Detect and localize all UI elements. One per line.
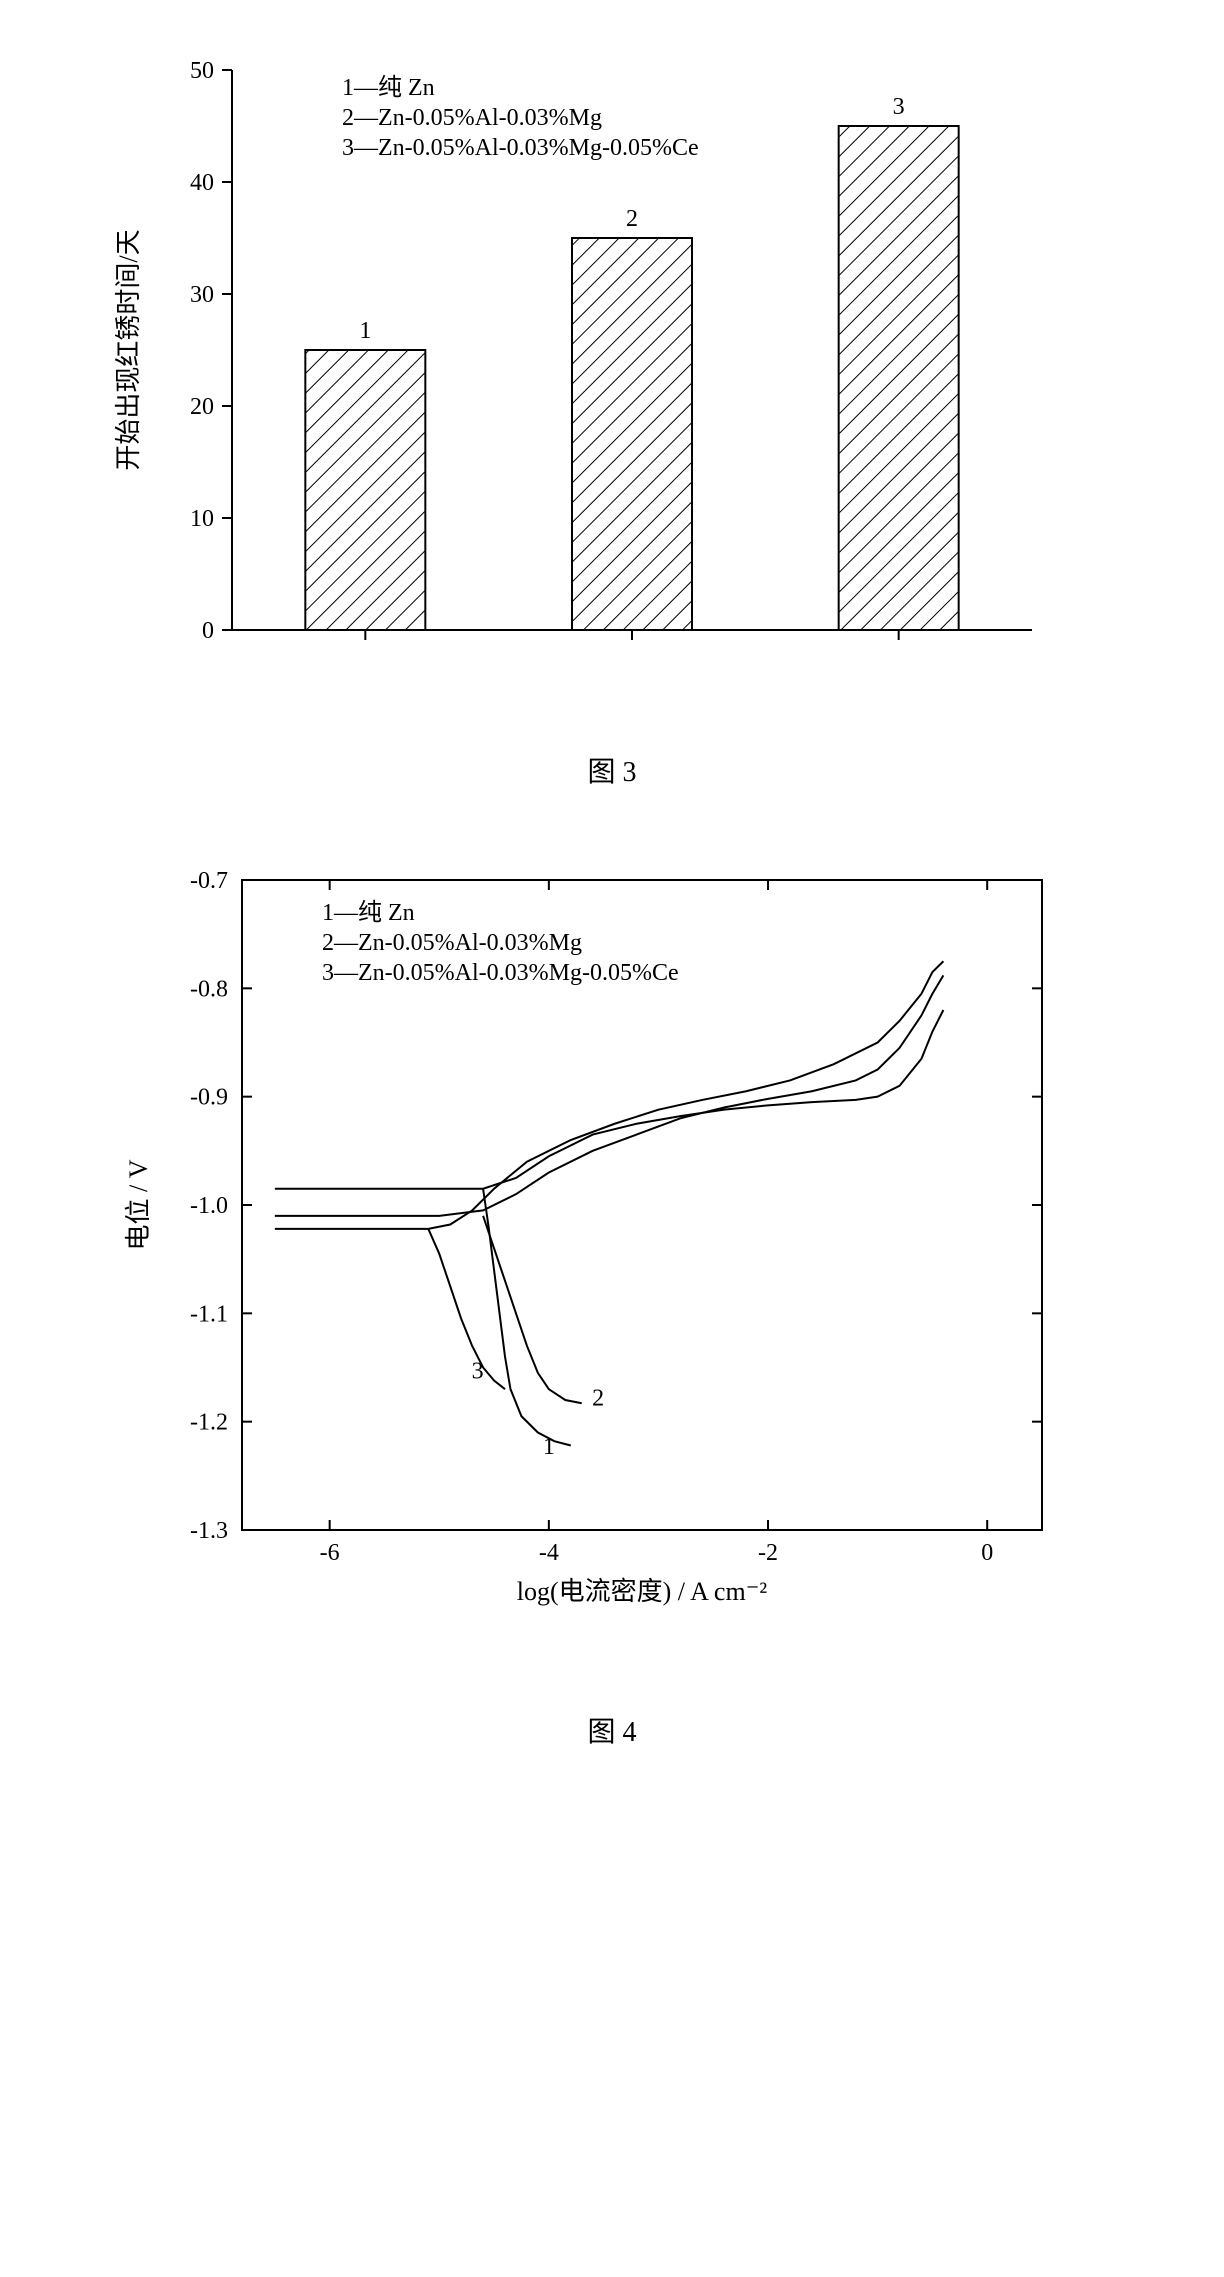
svg-text:2: 2	[626, 206, 638, 232]
svg-text:-6: -6	[320, 1540, 340, 1566]
svg-text:1—纯 Zn: 1—纯 Zn	[342, 74, 435, 101]
svg-text:3—Zn-0.05%Al-0.03%Mg-0.05%Ce: 3—Zn-0.05%Al-0.03%Mg-0.05%Ce	[342, 135, 699, 161]
svg-text:10: 10	[190, 506, 214, 532]
svg-text:20: 20	[190, 394, 214, 420]
svg-text:-0.8: -0.8	[190, 976, 228, 1002]
svg-text:开始出现红锈时间/天: 开始出现红锈时间/天	[114, 229, 143, 470]
svg-text:-0.7: -0.7	[190, 868, 228, 894]
svg-text:-1.1: -1.1	[190, 1301, 228, 1327]
svg-text:3: 3	[472, 1358, 484, 1384]
svg-text:2: 2	[592, 1385, 604, 1411]
svg-text:-2: -2	[758, 1540, 778, 1566]
figure-3-block: 0 10 20 30 40 50 1 2 3 开始出现红锈时间/天 1—纯 Zn 2—Zn-0.05%…	[20, 20, 1204, 790]
svg-text:电位 / V: 电位 / V	[124, 1159, 153, 1250]
svg-text:1: 1	[359, 318, 371, 344]
bar-chart: 0 10 20 30 40 50 1 2 3 开始出现红锈时间/天 1—纯 Zn 2—Zn-0.05%…	[32, 20, 1192, 720]
svg-text:log(电流密度) / A cm⁻²: log(电流密度) / A cm⁻²	[517, 1577, 768, 1606]
svg-text:2—Zn-0.05%Al-0.03%Mg: 2—Zn-0.05%Al-0.03%Mg	[322, 930, 582, 956]
svg-text:3—Zn-0.05%Al-0.03%Mg-0.05%Ce: 3—Zn-0.05%Al-0.03%Mg-0.05%Ce	[322, 960, 679, 986]
svg-text:-1.2: -1.2	[190, 1410, 228, 1436]
svg-text:-1.0: -1.0	[190, 1193, 228, 1219]
svg-text:40: 40	[190, 170, 214, 196]
svg-text:2—Zn-0.05%Al-0.03%Mg: 2—Zn-0.05%Al-0.03%Mg	[342, 105, 602, 131]
figure-4-block: -6 -4 -2 0 -1.3 -1.2 -1.1 -1.0 -0.9 -0.8 -0.7 1 2 3 lo…	[20, 840, 1204, 1750]
figure-4-caption: 图 4	[20, 1710, 1204, 1750]
svg-text:0: 0	[202, 618, 214, 644]
svg-text:0: 0	[981, 1540, 993, 1566]
svg-text:-4: -4	[539, 1540, 559, 1566]
figure-3-caption: 图 3	[20, 750, 1204, 790]
svg-text:-1.3: -1.3	[190, 1518, 228, 1544]
svg-text:1: 1	[543, 1434, 555, 1460]
svg-text:30: 30	[190, 282, 214, 308]
svg-text:-0.9: -0.9	[190, 1085, 228, 1111]
svg-text:3: 3	[893, 94, 905, 120]
svg-text:1—纯 Zn: 1—纯 Zn	[322, 899, 415, 926]
line-chart: -6 -4 -2 0 -1.3 -1.2 -1.1 -1.0 -0.9 -0.8 -0.7 1 2 3 lo…	[32, 840, 1192, 1680]
svg-text:50: 50	[190, 58, 214, 84]
